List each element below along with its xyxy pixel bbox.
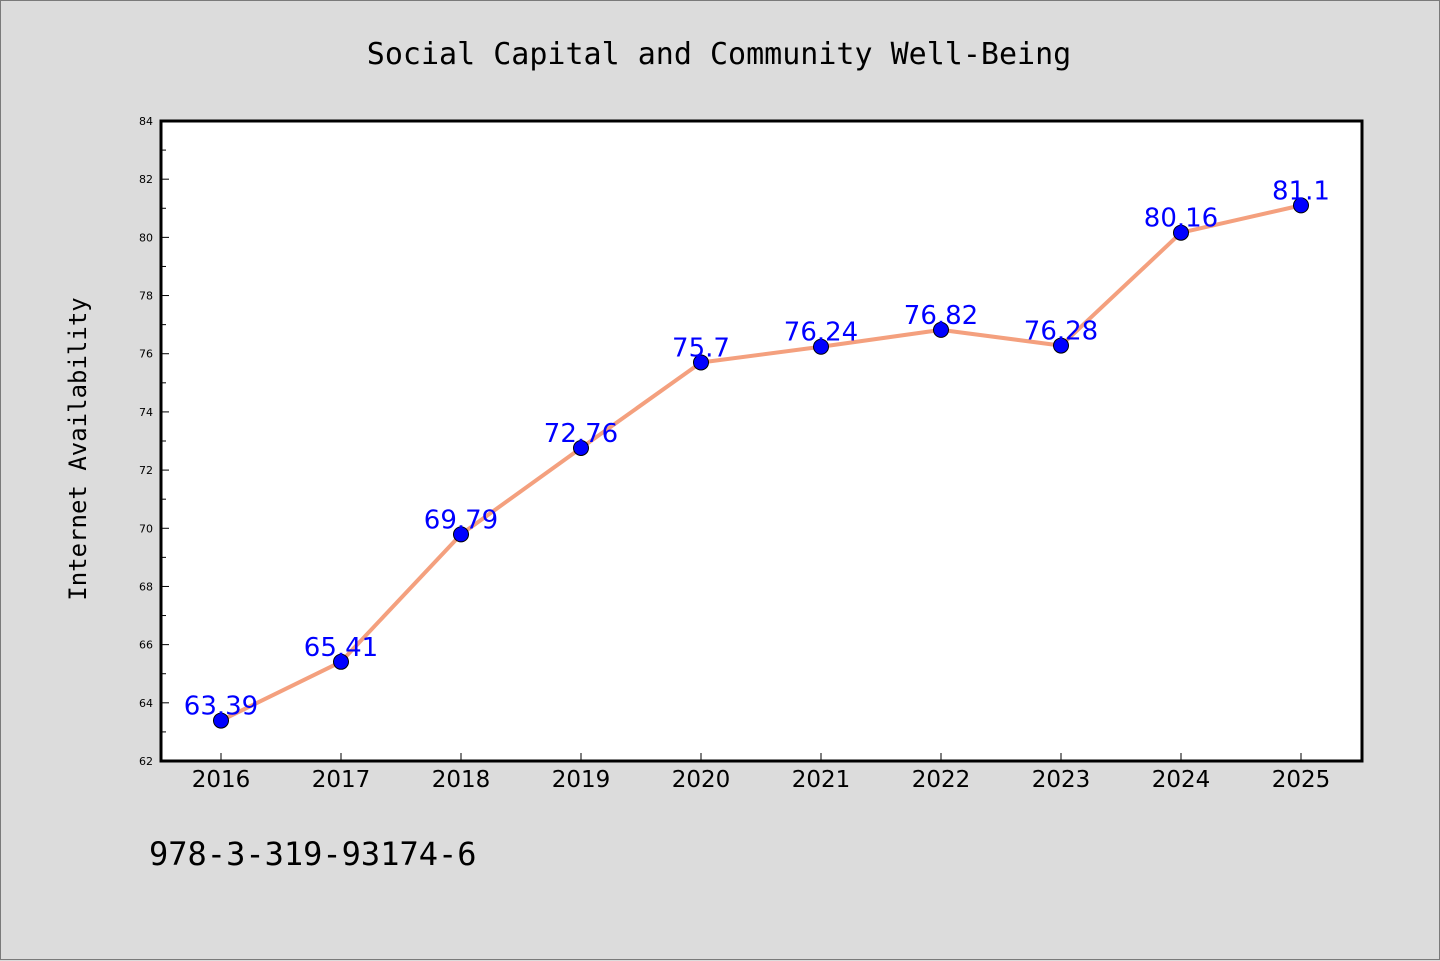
data-point [213,712,229,729]
y-tick-label: 84 [139,115,153,128]
data-label: 65.41 [304,633,378,663]
data-point [1293,197,1309,214]
x-tick-label: 2020 [672,767,731,793]
y-tick-label: 76 [139,348,153,361]
data-point [453,526,469,543]
data-label: 80.16 [1144,204,1218,234]
data-label: 72.76 [544,419,618,449]
y-tick-label: 78 [139,290,153,303]
x-tick-label: 2017 [312,767,371,793]
x-tick-label: 2021 [792,767,851,793]
chart-title: Social Capital and Community Well-Being [367,37,1071,72]
x-tick-label: 2019 [552,767,611,793]
x-tick-label: 2025 [1272,767,1331,793]
plot-area [159,119,1364,763]
y-tick-label: 62 [139,755,153,768]
y-tick-label: 70 [139,522,153,535]
series-group: 63.39 65.41 69.79 72.76 75.7 76.24 76.82 76.28 8… [184,176,1330,729]
y-tick-label: 80 [139,231,153,244]
data-label: 69.79 [424,505,498,535]
series-line [220,203,1302,723]
y-tick-label: 72 [139,464,153,477]
data-label: 75.7 [672,333,730,363]
data-point [1173,224,1189,241]
x-axis: 2016 2017 2018 2019 2020 2021 2022 2023 2024 2025 [192,753,1331,793]
y-tick-label: 68 [139,580,153,593]
isbn-annotation: 978-3-319-93174-6 [149,835,477,873]
data-point [933,321,949,338]
x-tick-label: 2024 [1152,767,1211,793]
y-tick-label: 64 [139,697,153,710]
data-label: 76.28 [1024,317,1098,347]
y-tick-label: 66 [139,639,153,652]
x-tick-label: 2018 [432,767,491,793]
data-label: 76.82 [904,301,978,331]
x-tick-label: 2016 [192,767,251,793]
y-tick-label: 82 [139,173,153,186]
data-label: 76.24 [784,318,858,348]
data-point [573,439,589,456]
y-axis-label: Internet Availability [64,297,92,600]
data-point [333,653,349,670]
y-axis: 62 64 66 68 70 72 74 76 78 80 82 84 [139,115,169,768]
data-label: 81.1 [1272,176,1330,206]
data-label: 63.39 [184,692,258,722]
data-point [813,338,829,355]
x-tick-label: 2023 [1032,767,1091,793]
data-point [1053,337,1069,354]
x-tick-label: 2022 [912,767,971,793]
data-point [693,354,709,371]
y-tick-label: 74 [139,406,153,419]
